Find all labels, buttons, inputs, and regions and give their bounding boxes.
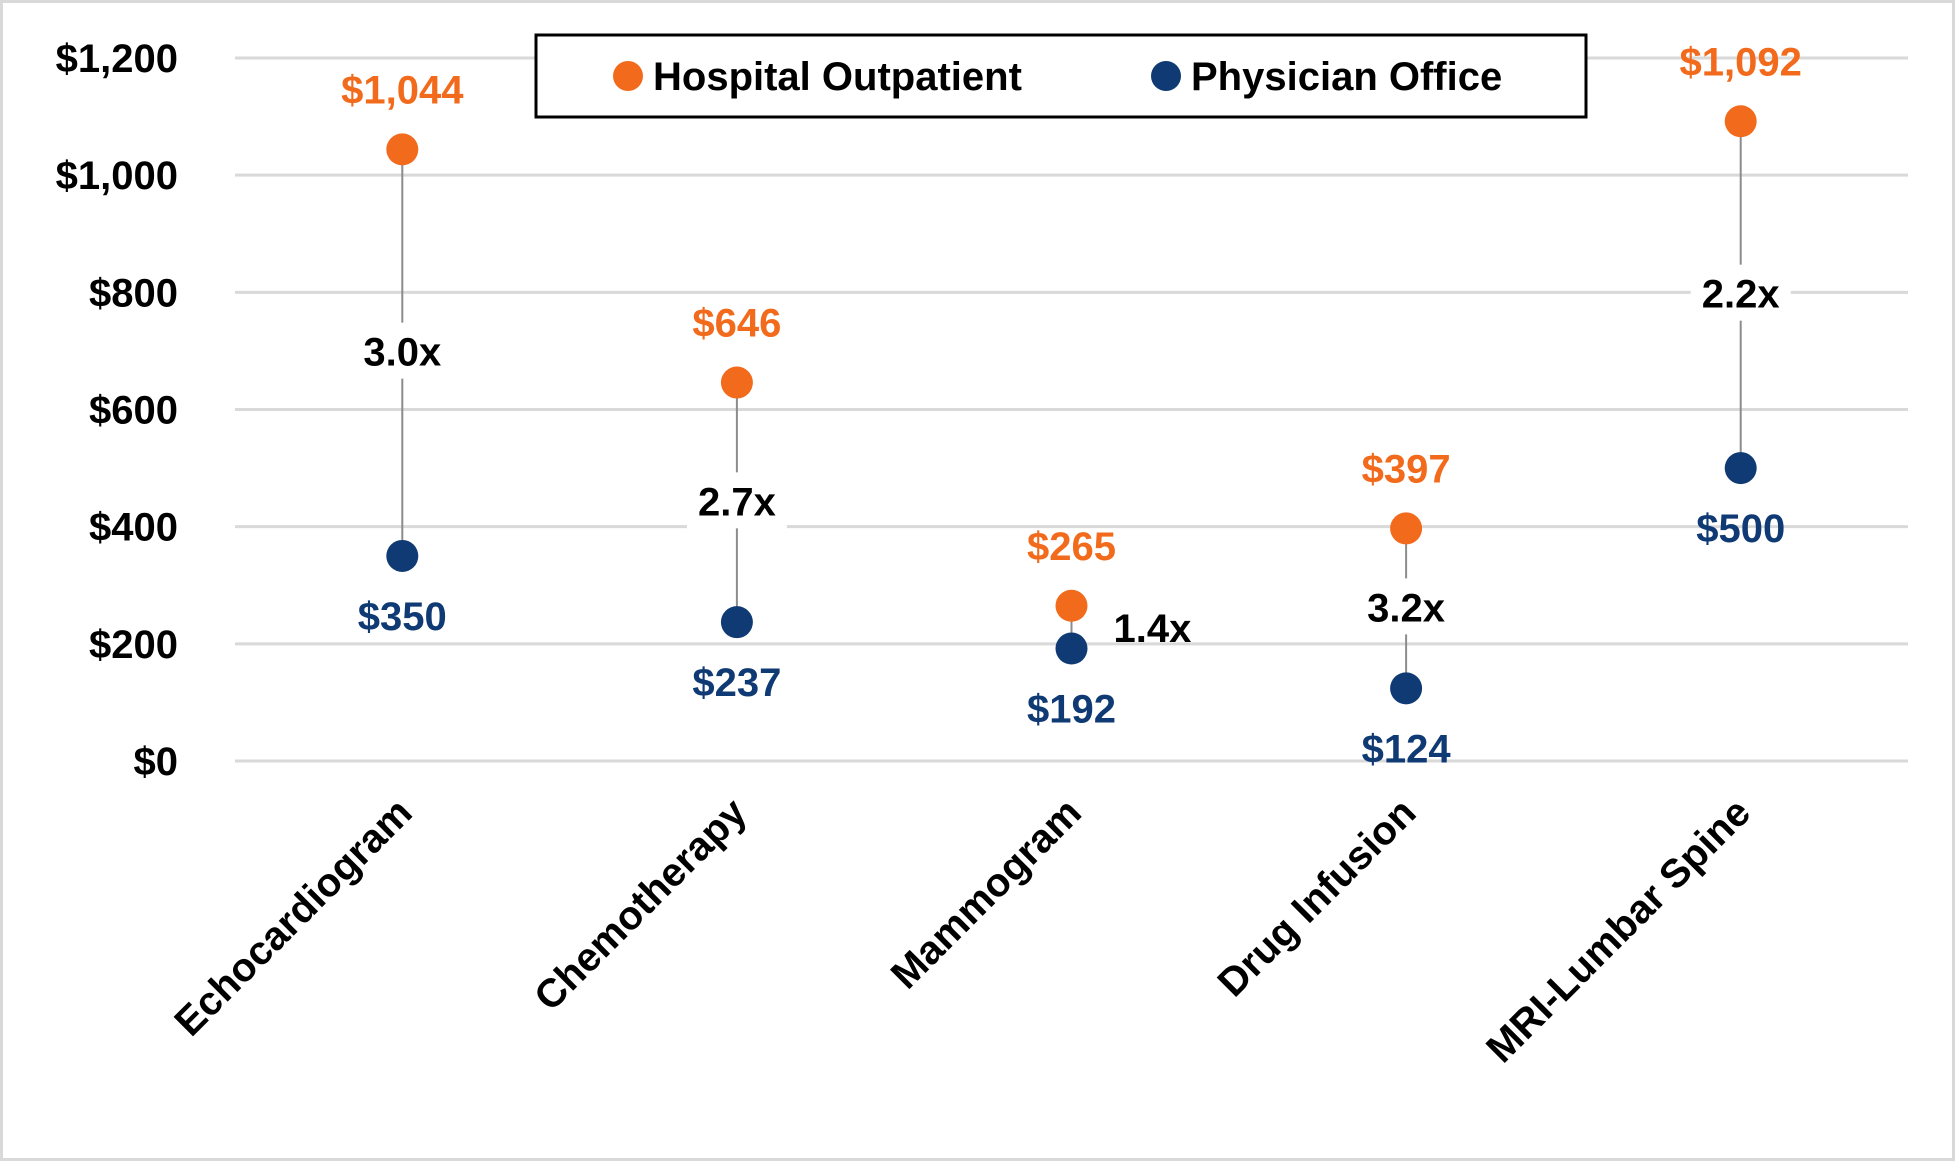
y-tick-label: $1,000 xyxy=(56,154,178,198)
ratio-label: 3.2x xyxy=(1367,586,1445,630)
physician-office-point xyxy=(1055,632,1088,665)
hospital-outpatient-value-label: $1,092 xyxy=(1680,40,1802,84)
hospital-outpatient-point xyxy=(1390,512,1423,545)
ratio-label: 2.7x xyxy=(698,480,776,524)
ratio-label-background xyxy=(686,472,787,529)
y-tick-label: $0 xyxy=(134,740,179,784)
physician-office-value-label: $237 xyxy=(692,661,781,705)
y-axis-tick-labels: $0 $200 $400 $600 $800 $1,000 $1,200 xyxy=(56,37,178,784)
dumbbell-chart: $0 $200 $400 $600 $800 $1,000 $1,200 $1,044 $35… xyxy=(56,33,1908,1071)
category-label: Drug Infusion xyxy=(1210,790,1425,1005)
category-label: Chemotherapy xyxy=(526,790,756,1020)
hospital-outpatient-point xyxy=(720,366,753,399)
legend: Hospital Outpatient Physician Office xyxy=(534,33,1588,119)
legend-marker-physician-office xyxy=(1151,61,1181,91)
data-labels: $1,044 $350 3.0x $646 $237 2.7x $265 $192 1.4x $3… xyxy=(341,40,1802,771)
y-tick-label: $400 xyxy=(89,506,178,550)
category-label: Mammogram xyxy=(883,790,1090,997)
legend-label-hospital-outpatient: Hospital Outpatient xyxy=(653,55,1022,99)
ratio-label-background xyxy=(1690,264,1791,321)
physician-office-value-label: $124 xyxy=(1362,727,1452,771)
physician-office-value-label: $192 xyxy=(1027,688,1116,732)
ratio-label: 1.4x xyxy=(1114,607,1192,651)
ratio-label-background xyxy=(1356,578,1457,635)
hospital-outpatient-value-label: $646 xyxy=(692,302,781,346)
hospital-outpatient-value-label: $397 xyxy=(1362,447,1451,491)
ratio-label: 2.2x xyxy=(1702,273,1780,317)
data-points xyxy=(386,105,1757,705)
hospital-outpatient-value-label: $265 xyxy=(1027,525,1116,569)
hospital-outpatient-point xyxy=(1055,589,1088,622)
legend-marker-hospital-outpatient xyxy=(613,61,643,91)
physician-office-value-label: $350 xyxy=(358,595,447,639)
physician-office-point xyxy=(720,606,753,639)
ratio-label-background xyxy=(352,322,453,379)
physician-office-point xyxy=(1390,672,1423,705)
physician-office-point xyxy=(386,539,419,572)
gridlines xyxy=(235,56,1908,763)
physician-office-point xyxy=(1724,452,1757,485)
legend-box xyxy=(534,33,1588,119)
ratio-label: 3.0x xyxy=(363,331,441,375)
y-tick-label: $800 xyxy=(89,271,178,315)
physician-office-value-label: $500 xyxy=(1696,507,1785,551)
hospital-outpatient-point xyxy=(386,133,419,166)
category-label: Echocardiogram xyxy=(166,790,420,1044)
y-tick-label: $1,200 xyxy=(56,37,178,81)
hospital-outpatient-point xyxy=(1724,105,1757,138)
hospital-outpatient-value-label: $1,044 xyxy=(341,68,464,112)
category-label: MRI-Lumbar Spine xyxy=(1478,790,1759,1071)
legend-label-physician-office: Physician Office xyxy=(1191,55,1502,99)
x-axis-category-labels: Echocardiogram Chemotherapy Mammogram Drug … xyxy=(166,790,1759,1071)
y-tick-label: $600 xyxy=(89,389,178,433)
y-tick-label: $200 xyxy=(89,623,178,667)
